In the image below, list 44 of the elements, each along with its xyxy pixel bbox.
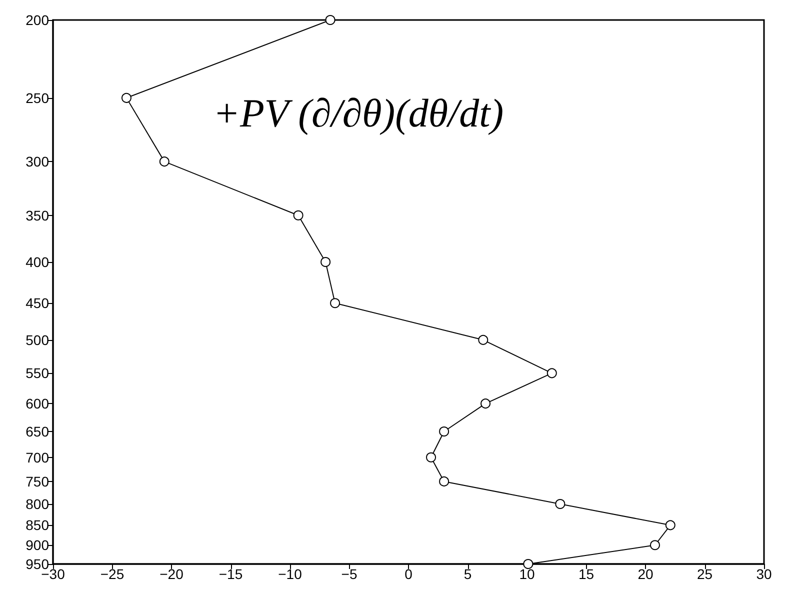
x-tick-label: 30 (756, 566, 772, 582)
x-tick-label: −15 (218, 566, 243, 582)
point (325, 15, 336, 25)
x-tick-label: −10 (278, 566, 302, 582)
y-tick-label: 600 (26, 396, 50, 412)
point (546, 368, 557, 378)
point (650, 540, 660, 550)
y-tick-label: 500 (26, 332, 50, 348)
x-tick-label: −5 (341, 566, 358, 582)
annotation: +PV (∂/∂θ)(dθ/dt) (213, 90, 504, 136)
point (159, 156, 170, 167)
x-tick-label: 0 (404, 566, 413, 582)
point (665, 520, 676, 530)
y-tick-label: 900 (26, 537, 50, 554)
y-tick-label: 250 (26, 90, 50, 106)
y-tick-label: 300 (26, 154, 50, 170)
y-tick-label: 400 (26, 254, 50, 270)
point (426, 452, 436, 462)
x-tick-label: 15 (578, 566, 594, 582)
point (121, 92, 132, 103)
point (478, 334, 488, 345)
point (555, 499, 566, 509)
y-tick-label: 750 (26, 473, 50, 490)
point (330, 298, 340, 308)
x-tick-label: 25 (696, 566, 713, 582)
y-tick-label: 700 (26, 449, 50, 466)
point (480, 398, 491, 409)
y-tick-label: 850 (26, 517, 50, 534)
point (439, 426, 450, 437)
y-tick-label: 350 (26, 207, 50, 224)
y-tick-label: 550 (26, 365, 50, 382)
x-tick-label: 10 (519, 566, 535, 582)
point (523, 559, 534, 569)
y-tick-label: 800 (26, 496, 50, 512)
point (293, 210, 304, 220)
y-tick-label: 200 (26, 12, 50, 28)
y-tick-label: 450 (26, 295, 50, 312)
x-tick-label: −25 (100, 566, 124, 582)
x-tick-label: −20 (160, 566, 184, 582)
point (320, 257, 331, 267)
x-tick-label: 5 (464, 566, 472, 582)
point (439, 476, 450, 486)
x-tick-label: 20 (638, 566, 654, 582)
y-tick-label: 650 (26, 424, 50, 440)
